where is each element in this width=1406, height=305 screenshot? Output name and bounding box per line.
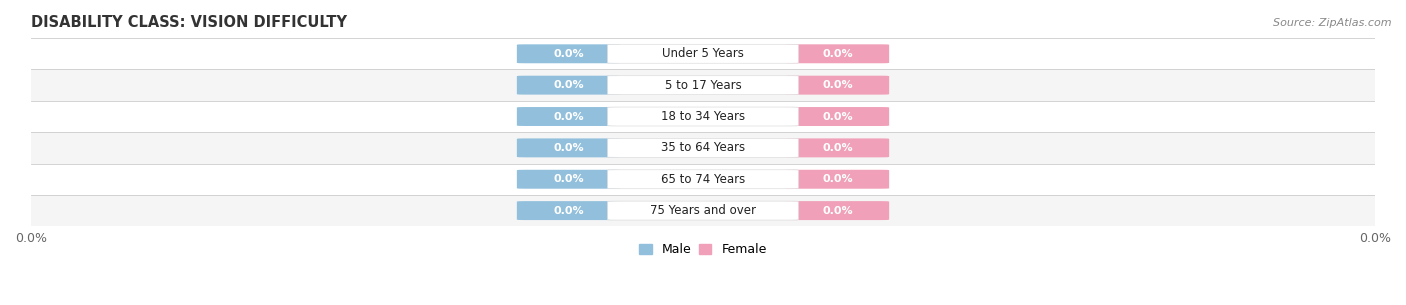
FancyBboxPatch shape <box>786 170 889 189</box>
FancyBboxPatch shape <box>786 201 889 220</box>
Text: 0.0%: 0.0% <box>823 112 852 121</box>
Text: DISABILITY CLASS: VISION DIFFICULTY: DISABILITY CLASS: VISION DIFFICULTY <box>31 15 347 30</box>
FancyBboxPatch shape <box>517 107 620 126</box>
Text: 75 Years and over: 75 Years and over <box>650 204 756 217</box>
FancyBboxPatch shape <box>607 170 799 189</box>
Text: Source: ZipAtlas.com: Source: ZipAtlas.com <box>1274 18 1392 28</box>
FancyBboxPatch shape <box>517 138 620 157</box>
FancyBboxPatch shape <box>31 38 1375 70</box>
FancyBboxPatch shape <box>517 201 620 220</box>
Text: 0.0%: 0.0% <box>823 80 852 90</box>
Text: 5 to 17 Years: 5 to 17 Years <box>665 79 741 92</box>
Text: 18 to 34 Years: 18 to 34 Years <box>661 110 745 123</box>
FancyBboxPatch shape <box>517 44 620 63</box>
Text: 0.0%: 0.0% <box>554 174 583 184</box>
Text: 0.0%: 0.0% <box>554 206 583 216</box>
FancyBboxPatch shape <box>607 44 799 63</box>
FancyBboxPatch shape <box>607 138 799 157</box>
FancyBboxPatch shape <box>31 132 1375 163</box>
FancyBboxPatch shape <box>786 107 889 126</box>
FancyBboxPatch shape <box>786 76 889 95</box>
Text: 0.0%: 0.0% <box>554 143 583 153</box>
Text: 0.0%: 0.0% <box>823 206 852 216</box>
Text: 0.0%: 0.0% <box>823 174 852 184</box>
FancyBboxPatch shape <box>31 101 1375 132</box>
Text: 0.0%: 0.0% <box>823 143 852 153</box>
FancyBboxPatch shape <box>607 76 799 95</box>
Text: Under 5 Years: Under 5 Years <box>662 47 744 60</box>
Text: 35 to 64 Years: 35 to 64 Years <box>661 142 745 154</box>
Text: 0.0%: 0.0% <box>554 80 583 90</box>
Text: 65 to 74 Years: 65 to 74 Years <box>661 173 745 186</box>
FancyBboxPatch shape <box>786 138 889 157</box>
FancyBboxPatch shape <box>786 44 889 63</box>
Text: 0.0%: 0.0% <box>554 112 583 121</box>
FancyBboxPatch shape <box>607 107 799 126</box>
FancyBboxPatch shape <box>517 170 620 189</box>
FancyBboxPatch shape <box>31 195 1375 226</box>
Legend: Male, Female: Male, Female <box>634 239 772 261</box>
FancyBboxPatch shape <box>31 163 1375 195</box>
FancyBboxPatch shape <box>607 201 799 220</box>
Text: 0.0%: 0.0% <box>554 49 583 59</box>
FancyBboxPatch shape <box>517 76 620 95</box>
FancyBboxPatch shape <box>31 70 1375 101</box>
Text: 0.0%: 0.0% <box>823 49 852 59</box>
